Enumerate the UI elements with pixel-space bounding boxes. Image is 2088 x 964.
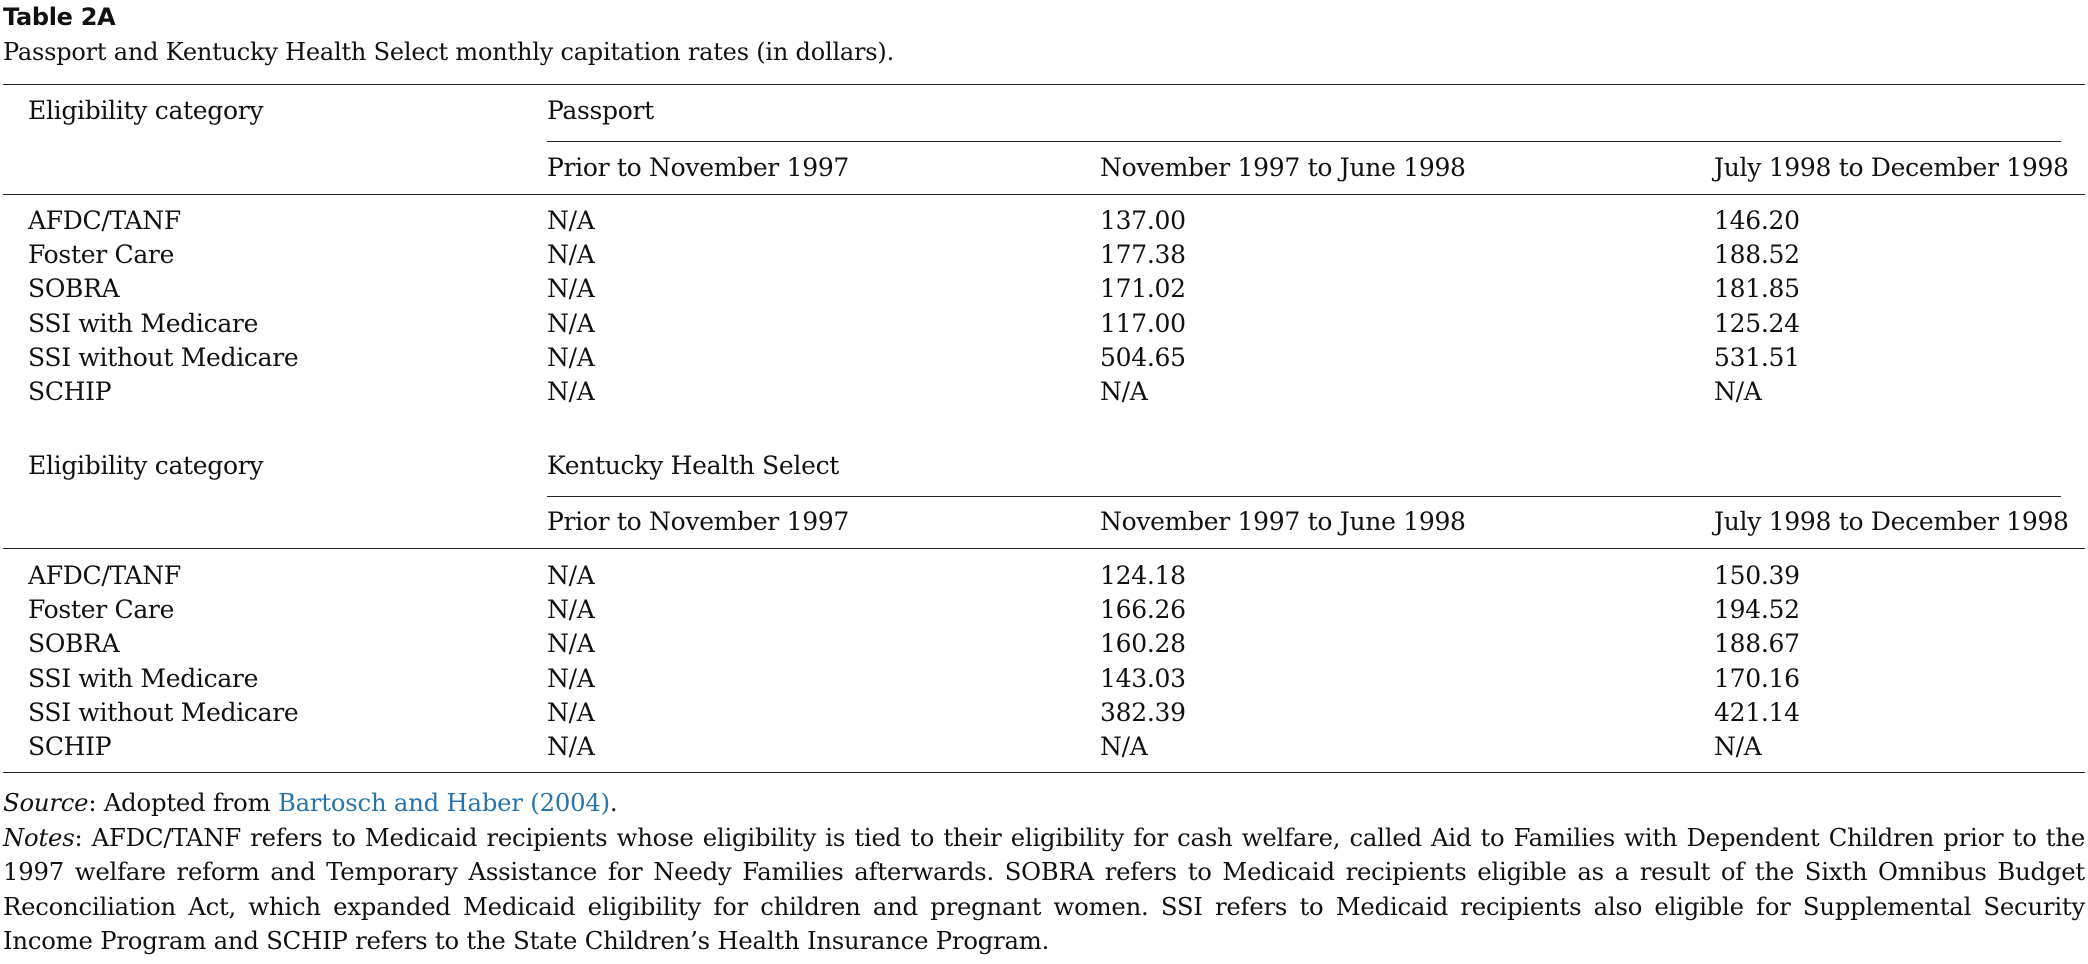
table-cell: N/A: [547, 274, 595, 303]
row-category: SSI without Medicare: [28, 343, 299, 372]
source-label: Source: [3, 788, 89, 817]
column-header: Prior to November 1997: [547, 507, 850, 536]
group-rule: [547, 496, 2061, 497]
table-cell: 170.16: [1714, 664, 1800, 693]
row-category: SCHIP: [28, 377, 112, 406]
table-cell: 504.65: [1100, 343, 1186, 372]
notes-text: : AFDC/TANF refers to Medicaid recipient…: [3, 822, 2085, 956]
source-note: Source: Adopted from Bartosch and Haber …: [3, 786, 2085, 821]
row-category: AFDC/TANF: [28, 561, 181, 590]
column-header: Prior to November 1997: [547, 153, 850, 182]
table-cell: 117.00: [1100, 309, 1186, 338]
table-cell: 188.67: [1714, 629, 1800, 658]
table-cell: 150.39: [1714, 561, 1800, 590]
row-category: SOBRA: [28, 629, 120, 658]
bottom-rule: [3, 772, 2085, 773]
table-cell: 181.85: [1714, 274, 1800, 303]
table-cell: N/A: [547, 698, 595, 727]
table-cell: 421.14: [1714, 698, 1800, 727]
table-cell: N/A: [547, 309, 595, 338]
table-cell: 146.20: [1714, 206, 1800, 235]
row-category: SOBRA: [28, 274, 120, 303]
source-suffix: .: [609, 788, 618, 817]
table-cell: 188.52: [1714, 240, 1800, 269]
table-cell: N/A: [1100, 377, 1148, 406]
group-rule: [547, 141, 2061, 142]
table-cell: 177.38: [1100, 240, 1186, 269]
row-category: Foster Care: [28, 240, 175, 269]
table-cell: N/A: [1714, 732, 1762, 761]
table-cell: 166.26: [1100, 595, 1186, 624]
row-category: SSI with Medicare: [28, 309, 259, 338]
column-header: July 1998 to December 1998: [1714, 153, 2069, 182]
table-cell: 125.24: [1714, 309, 1800, 338]
stub-header: Eligibility category: [28, 451, 264, 480]
table-cell: N/A: [1100, 732, 1148, 761]
citation-link[interactable]: Bartosch and Haber (2004): [277, 788, 610, 817]
table-cell: N/A: [547, 595, 595, 624]
table-cell: N/A: [547, 377, 595, 406]
row-category: SSI with Medicare: [28, 664, 259, 693]
table-cell: 382.39: [1100, 698, 1186, 727]
table-cell: 124.18: [1100, 561, 1186, 590]
table-cell: N/A: [547, 732, 595, 761]
column-header: November 1997 to June 1998: [1100, 507, 1466, 536]
stub-header: Eligibility category: [28, 96, 264, 125]
column-header: July 1998 to December 1998: [1714, 507, 2069, 536]
row-category: SSI without Medicare: [28, 698, 299, 727]
table-cell: 194.52: [1714, 595, 1800, 624]
table-label: Table 2A: [3, 3, 116, 31]
table-cell: 137.00: [1100, 206, 1186, 235]
table-cell: 143.03: [1100, 664, 1186, 693]
source-prefix: : Adopted from: [88, 788, 278, 817]
column-header: November 1997 to June 1998: [1100, 153, 1466, 182]
notes-label: Notes: [3, 822, 75, 852]
table-cell: N/A: [547, 343, 595, 372]
table-cell: 531.51: [1714, 343, 1800, 372]
table-cell: N/A: [547, 629, 595, 658]
table-cell: N/A: [547, 206, 595, 235]
table-cell: N/A: [1714, 377, 1762, 406]
table-cell: 171.02: [1100, 274, 1186, 303]
notes-paragraph: Notes: AFDC/TANF refers to Medicaid reci…: [3, 821, 2085, 959]
header-rule: [3, 194, 2085, 195]
table-footnotes: Source: Adopted from Bartosch and Haber …: [3, 786, 2085, 959]
table-caption: Passport and Kentucky Health Select mont…: [3, 38, 895, 66]
table-cell: N/A: [547, 664, 595, 693]
table-cell: N/A: [547, 240, 595, 269]
table-cell: N/A: [547, 561, 595, 590]
table-cell: 160.28: [1100, 629, 1186, 658]
group-header: Passport: [547, 96, 654, 125]
top-rule: [3, 84, 2085, 85]
group-header: Kentucky Health Select: [547, 451, 840, 480]
header-rule: [3, 548, 2085, 549]
row-category: SCHIP: [28, 732, 112, 761]
row-category: AFDC/TANF: [28, 206, 181, 235]
row-category: Foster Care: [28, 595, 175, 624]
